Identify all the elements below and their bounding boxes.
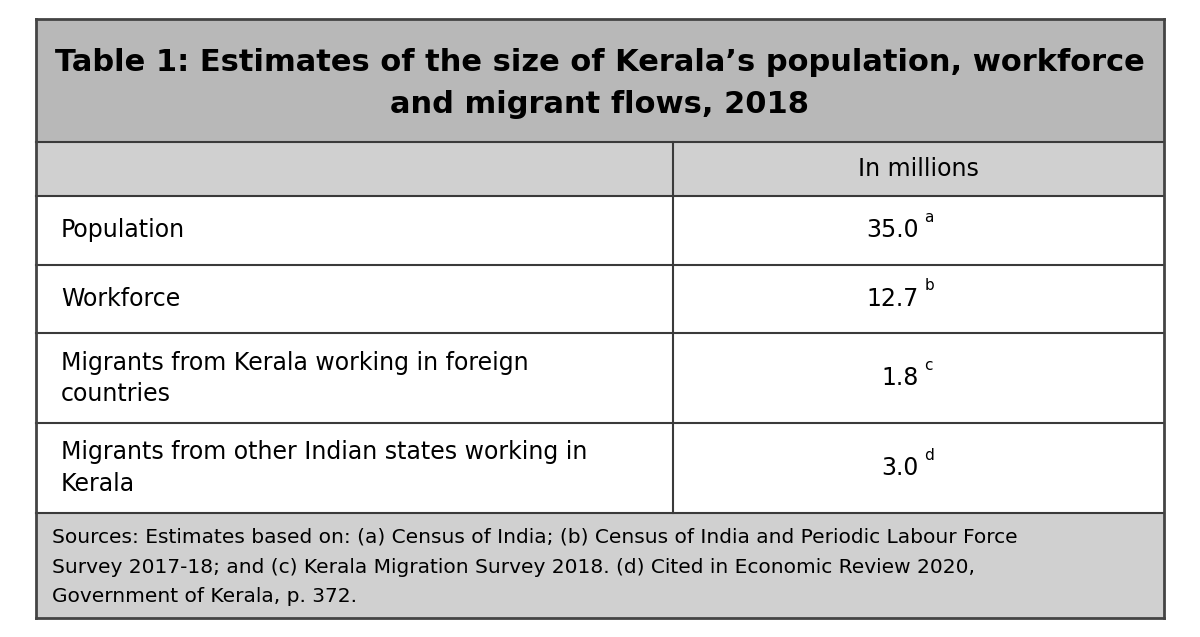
Text: Migrants from Kerala working in foreign
countries: Migrants from Kerala working in foreign … (61, 350, 528, 406)
Text: Table 1: Estimates of the size of Kerala’s population, workforce: Table 1: Estimates of the size of Kerala… (55, 48, 1145, 77)
Text: 1.8: 1.8 (881, 366, 919, 390)
Bar (36, 196, 1164, 264)
Text: c: c (924, 358, 932, 373)
Text: In millions: In millions (858, 157, 979, 181)
Text: a: a (924, 210, 934, 224)
Text: Population: Population (61, 218, 185, 242)
Bar (36, 423, 1164, 513)
Text: d: d (924, 448, 934, 462)
Text: and migrant flows, 2018: and migrant flows, 2018 (390, 90, 810, 119)
Bar (36, 513, 1164, 618)
Bar (36, 19, 1164, 142)
Bar (36, 142, 1164, 196)
Text: 12.7: 12.7 (866, 287, 919, 311)
Text: 35.0: 35.0 (866, 218, 919, 242)
Bar (36, 264, 1164, 334)
Text: Migrants from other Indian states working in
Kerala: Migrants from other Indian states workin… (61, 440, 587, 496)
Text: Workforce: Workforce (61, 287, 180, 311)
Text: Survey 2017-18; and (c) Kerala Migration Survey 2018. (d) Cited in Economic Revi: Survey 2017-18; and (c) Kerala Migration… (52, 557, 974, 576)
Text: Sources: Estimates based on: (a) Census of India; (b) Census of India and Period: Sources: Estimates based on: (a) Census … (52, 527, 1018, 547)
Bar (36, 334, 1164, 423)
Text: b: b (924, 278, 934, 294)
Text: Government of Kerala, p. 372.: Government of Kerala, p. 372. (52, 587, 356, 606)
Text: 3.0: 3.0 (881, 456, 919, 480)
